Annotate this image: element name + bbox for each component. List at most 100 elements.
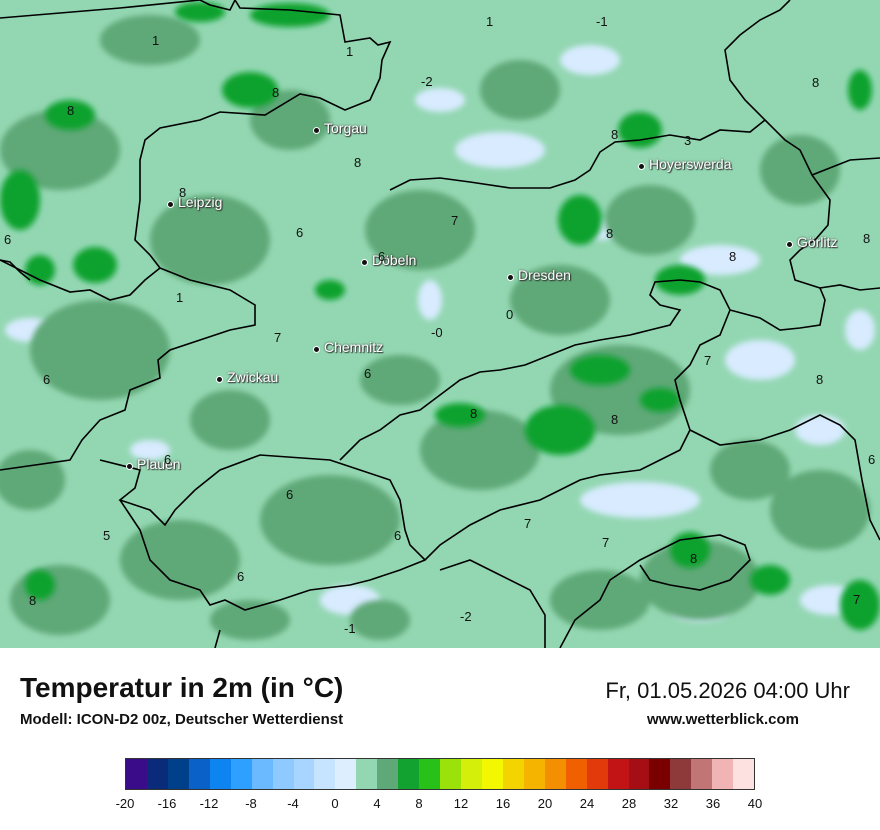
temperature-value: 8 (816, 372, 824, 387)
legend-swatch (356, 759, 378, 789)
temperature-patch (120, 520, 240, 600)
legend-swatch (586, 759, 608, 789)
temperature-patch (760, 135, 840, 205)
temperature-patch (418, 280, 442, 320)
legend-tick-label: 32 (663, 796, 679, 811)
legend-swatch (502, 759, 524, 789)
temperature-patch (365, 190, 475, 270)
legend-tick-label: -4 (287, 796, 299, 811)
legend-swatch (251, 759, 273, 789)
city-marker (313, 127, 320, 134)
temperature-value: 1 (346, 44, 354, 59)
temperature-patch (795, 415, 845, 445)
legend-swatch (314, 759, 336, 789)
legend-swatch (272, 759, 294, 789)
temperature-patch (640, 388, 680, 412)
temperature-value: 1 (176, 290, 184, 305)
temperature-patch (25, 255, 55, 285)
legend-swatch (712, 759, 734, 789)
temperature-patch (750, 565, 790, 595)
city-label: Plauen (137, 456, 181, 472)
temperature-value: 6 (43, 372, 51, 387)
city-marker (126, 463, 133, 470)
temperature-value: 7 (602, 535, 610, 550)
legend-swatch (461, 759, 482, 789)
map-title: Temperatur in 2m (in °C) (20, 672, 344, 703)
temperature-patch (725, 340, 795, 380)
temperature-patch (315, 280, 345, 300)
temperature-patch (420, 410, 540, 490)
temperature-value: 1 (152, 33, 160, 48)
legend-swatch (733, 759, 755, 789)
temperature-patch (250, 90, 330, 150)
temperature-value: 6 (296, 225, 304, 240)
temperature-value: 6 (868, 452, 876, 467)
temperature-value: 6 (164, 452, 172, 467)
city-label: Dresden (518, 267, 571, 283)
legend-swatch (628, 759, 650, 789)
temperature-value: 8 (606, 226, 614, 241)
website-link[interactable]: www.wetterblick.com (647, 711, 799, 728)
model-info: Modell: ICON-D2 00z, Deutscher Wetterdie… (20, 711, 344, 728)
temperature-patch (580, 482, 700, 518)
temperature-patch (770, 470, 870, 550)
temperature-patch (0, 170, 40, 230)
temperature-patch (510, 265, 610, 335)
temperature-patch (640, 540, 760, 620)
temperature-patch (222, 72, 278, 108)
temperature-value: 8 (179, 185, 187, 200)
temperature-value: 8 (67, 103, 75, 118)
temperature-patch (455, 132, 545, 168)
temperature-value: 0 (506, 307, 514, 322)
legend-swatch (670, 759, 692, 789)
temperature-map: Torgau Hoyerswerda Leipzig Döbeln Dresden Gör… (0, 0, 880, 648)
legend-swatch (335, 759, 357, 789)
temperature-patch (210, 600, 290, 640)
legend-tick-label: 0 (331, 796, 339, 811)
temperature-patch (710, 440, 790, 500)
temperature-patch (30, 300, 170, 400)
temperature-value: 6 (237, 569, 245, 584)
temperature-value: 6 (4, 232, 12, 247)
temperature-value: 8 (611, 412, 619, 427)
city-label: Görlitz (797, 234, 838, 250)
legend-swatch (544, 759, 566, 789)
city-label: Chemnitz (324, 339, 384, 355)
temperature-patch (73, 247, 117, 283)
legend-swatch (293, 759, 315, 789)
temperature-value: 6 (378, 249, 386, 264)
city-marker (167, 201, 174, 208)
city-label: Leipzig (178, 194, 223, 210)
temperature-value: 6 (286, 487, 294, 502)
legend-swatch (649, 759, 671, 789)
legend-swatch (188, 759, 210, 789)
temperature-patch (360, 355, 440, 405)
legend-tick-label: -20 (115, 796, 135, 811)
legend-swatch (209, 759, 231, 789)
city-marker (786, 241, 793, 248)
map-footer: Temperatur in 2m (in °C) Modell: ICON-D2… (0, 648, 880, 830)
legend-tick-label: 16 (495, 796, 511, 811)
temperature-patch (560, 45, 620, 75)
legend-swatch (523, 759, 545, 789)
city-marker (216, 376, 223, 383)
temperature-patch (0, 450, 65, 510)
temperature-patch (525, 405, 595, 455)
legend-tick-label: 20 (537, 796, 553, 811)
temperature-value: -0 (431, 325, 443, 340)
temperature-value: 8 (29, 593, 37, 608)
temperature-patch (435, 403, 485, 427)
temperature-patch (845, 310, 875, 350)
temperature-patch (45, 100, 95, 130)
temperature-patch (25, 570, 55, 600)
city-marker (507, 274, 514, 281)
legend-tick-label: 12 (453, 796, 469, 811)
temperature-patch (570, 355, 630, 385)
legend-swatch (691, 759, 713, 789)
city-label: Hoyerswerda (649, 156, 732, 172)
temperature-value: 8 (863, 231, 871, 246)
temperature-patch (250, 3, 330, 27)
legend-tick-label: 40 (747, 796, 763, 811)
legend-swatch (440, 759, 461, 789)
temperature-value: 8 (470, 406, 478, 421)
